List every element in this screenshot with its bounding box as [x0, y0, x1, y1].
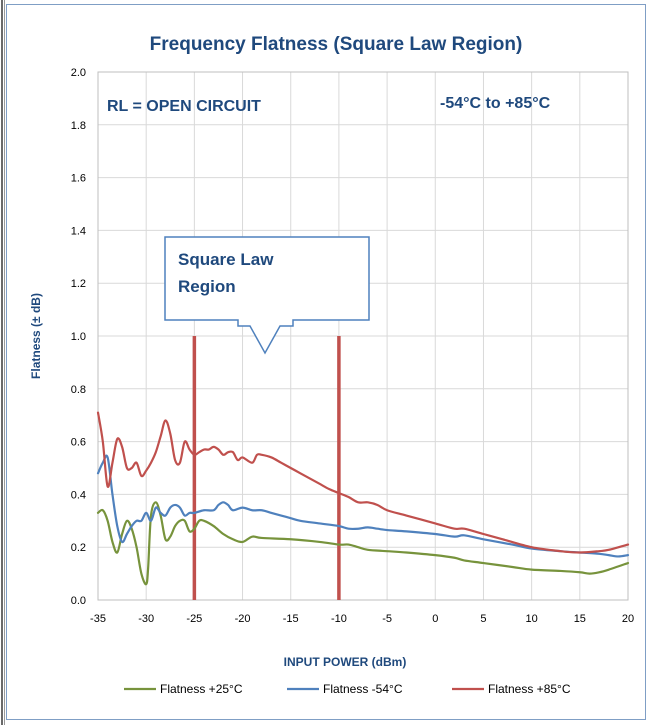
chart-area-border [6, 4, 646, 720]
legend-label: Flatness +25°C [160, 682, 243, 696]
y-tick-label: 0.0 [71, 595, 86, 607]
callout-text-line1: Square Law [178, 250, 274, 269]
y-tick-label: 1.2 [71, 278, 86, 290]
y-tick-label: 1.4 [71, 225, 86, 237]
y-tick-label: 0.4 [71, 489, 86, 501]
x-tick-label: -5 [382, 613, 392, 625]
window-edge-line-inner [4, 0, 5, 725]
region-markers [192, 336, 341, 600]
x-tick-label: 15 [574, 613, 586, 625]
legend-label: Flatness +85°C [488, 682, 571, 696]
x-tick-label: -20 [235, 613, 251, 625]
x-tick-label: -35 [90, 613, 106, 625]
chart-title: Frequency Flatness (Square Law Region) [150, 34, 523, 55]
y-tick-label: 1.6 [71, 173, 86, 185]
window-edge-line [1, 0, 3, 725]
y-tick-labels: 0.0 0.2 0.4 0.6 0.8 1.0 1.2 1.4 1.6 1.8 2.0 [71, 67, 86, 607]
x-tick-label: -10 [331, 613, 347, 625]
y-tick-label: 1.8 [71, 120, 86, 132]
y-tick-label: 1.0 [71, 331, 86, 343]
square-law-callout: Square Law Region [164, 236, 370, 355]
series-line-plus25c [96, 501, 630, 586]
x-tick-label: -30 [138, 613, 154, 625]
x-tick-label: -15 [283, 613, 299, 625]
x-tick-label: 20 [622, 613, 634, 625]
legend: Flatness +25°C Flatness -54°C Flatness +85… [124, 682, 571, 696]
x-tick-label: 5 [480, 613, 486, 625]
grid-lines [97, 71, 629, 601]
temperature-range-annotation: -54°C to +85°C [440, 95, 551, 112]
series-line-minus54c [96, 454, 630, 558]
x-axis-label: INPUT POWER (dBm) [284, 655, 407, 669]
legend-label: Flatness -54°C [323, 682, 403, 696]
y-tick-label: 0.2 [71, 542, 86, 554]
y-tick-label: 0.8 [71, 384, 86, 396]
callout-arrow-shape [164, 236, 370, 355]
y-tick-label: 0.6 [71, 437, 86, 449]
y-axis-label: Flatness (± dB) [29, 293, 43, 379]
plot-area-frame [97, 71, 629, 601]
y-tick-label: 2.0 [71, 67, 86, 79]
series-lines [96, 411, 630, 586]
series-line-plus85c [96, 411, 630, 554]
x-tick-label: 0 [432, 613, 438, 625]
x-tick-label: -25 [186, 613, 202, 625]
x-tick-label: 10 [526, 613, 538, 625]
x-tick-labels: -35 -30 -25 -20 -15 -10 -5 0 5 10 15 20 [90, 613, 634, 625]
rl-annotation: RL = OPEN CIRCUIT [107, 98, 261, 115]
callout-text-line2: Region [178, 277, 236, 296]
